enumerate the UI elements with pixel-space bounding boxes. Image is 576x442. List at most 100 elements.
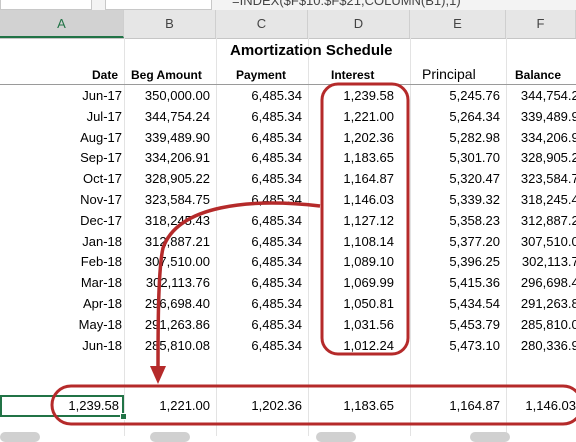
principal-cell[interactable]: 5,473.10 — [449, 337, 500, 353]
interest-cell[interactable]: 1,050.81 — [343, 296, 394, 311]
payment-cell[interactable]: 6,485.34 — [251, 316, 302, 332]
balance-cell[interactable]: 339,489.90 — [520, 108, 576, 124]
payment-cell[interactable]: 6,485.34 — [251, 233, 302, 249]
function-buttons[interactable] — [105, 0, 212, 10]
beg-amount-cell[interactable]: 328,905.22 — [144, 171, 210, 187]
interest-cell[interactable]: 1,183.65 — [343, 150, 394, 166]
interest-cell[interactable]: 1,069.99 — [343, 275, 394, 291]
principal-cell[interactable]: 5,282.98 — [449, 129, 500, 145]
sheet-tab[interactable] — [0, 432, 40, 442]
payment-cell[interactable]: 6,485.34 — [251, 212, 302, 228]
result-cell[interactable]: 1,221.00 — [159, 398, 210, 413]
formula-input[interactable]: =INDEX($F$10:$F$21,COLUMN(B1),1) — [232, 0, 461, 8]
principal-cell[interactable]: 5,245.76 — [449, 88, 500, 103]
payment-cell[interactable]: 6,485.34 — [251, 129, 302, 145]
beg-amount-cell[interactable]: 318,245.43 — [144, 212, 210, 228]
principal-cell[interactable]: 5,453.79 — [449, 316, 500, 332]
column-header-b[interactable]: B — [124, 10, 216, 38]
principal-cell[interactable]: 5,339.32 — [449, 192, 500, 207]
beg-amount-cell[interactable]: 296,698.40 — [144, 296, 210, 311]
balance-cell[interactable]: 285,810.08 — [520, 316, 576, 332]
interest-cell[interactable]: 1,012.24 — [343, 337, 394, 353]
sheet-tab[interactable] — [470, 432, 510, 442]
beg-amount-cell[interactable]: 344,754.24 — [144, 108, 210, 124]
interest-cell[interactable]: 1,164.87 — [343, 171, 394, 187]
balance-cell[interactable]: 344,754.24 — [520, 88, 576, 103]
beg-amount-cell[interactable]: 339,489.90 — [144, 129, 210, 145]
payment-cell[interactable]: 6,485.34 — [251, 150, 302, 166]
beg-amount-cell[interactable]: 302,113.76 — [145, 275, 210, 291]
principal-cell[interactable]: 5,320.47 — [449, 171, 500, 187]
date-cell[interactable]: Sep-17 — [80, 150, 122, 166]
interest-cell[interactable]: 1,239.58 — [343, 88, 394, 103]
payment-cell[interactable]: 6,485.34 — [251, 171, 302, 187]
result-cell[interactable]: 1,146.03 — [525, 398, 576, 413]
column-header-f[interactable]: F — [506, 10, 576, 38]
interest-cell[interactable]: 1,108.14 — [343, 233, 394, 249]
date-cell[interactable]: Aug-17 — [80, 129, 122, 145]
result-cell[interactable]: 1,164.87 — [449, 398, 500, 413]
date-cell[interactable]: Feb-18 — [80, 254, 122, 270]
payment-cell[interactable]: 6,485.34 — [251, 275, 302, 291]
column-header-d[interactable]: D — [308, 10, 410, 38]
date-cell[interactable]: Nov-17 — [80, 192, 122, 207]
date-cell[interactable]: Jun-17 — [82, 88, 122, 103]
balance-cell[interactable]: 334,206.91 — [520, 129, 576, 145]
date-cell[interactable]: Jun-18 — [82, 337, 122, 353]
balance-cell[interactable]: 318,245.43 — [520, 192, 576, 207]
principal-cell[interactable]: 5,301.70 — [449, 150, 500, 166]
balance-cell[interactable]: 307,510.00 — [520, 233, 576, 249]
principal-cell[interactable]: 5,377.20 — [449, 233, 500, 249]
payment-cell[interactable]: 6,485.34 — [251, 254, 302, 270]
principal-cell[interactable]: 5,264.34 — [449, 108, 500, 124]
interest-cell[interactable]: 1,089.10 — [343, 254, 394, 270]
beg-amount-cell[interactable]: 307,510.00 — [144, 254, 210, 270]
sheet-tab[interactable] — [150, 432, 190, 442]
beg-amount-cell[interactable]: 285,810.08 — [144, 337, 210, 353]
beg-amount-cell[interactable]: 323,584.75 — [144, 192, 210, 207]
worksheet-grid[interactable]: Amortization Schedule Date Beg Amount Pa… — [0, 38, 576, 436]
date-cell[interactable]: Jan-18 — [82, 233, 122, 249]
principal-cell[interactable]: 5,415.36 — [449, 275, 500, 291]
interest-cell[interactable]: 1,031.56 — [343, 316, 394, 332]
result-cell[interactable]: 1,202.36 — [251, 398, 302, 413]
formula-bar: =INDEX($F$10:$F$21,COLUMN(B1),1) — [0, 0, 576, 10]
date-cell[interactable]: Dec-17 — [80, 212, 122, 228]
beg-amount-cell[interactable]: 291,263.86 — [144, 316, 210, 332]
balance-cell[interactable]: 296,698.40 — [520, 275, 576, 291]
date-cell[interactable]: Mar-18 — [80, 275, 122, 291]
payment-cell[interactable]: 6,485.34 — [251, 88, 302, 103]
interest-cell[interactable]: 1,221.00 — [343, 108, 394, 124]
date-cell[interactable]: Apr-18 — [82, 296, 122, 311]
principal-cell[interactable]: 5,434.54 — [449, 296, 500, 311]
payment-cell[interactable]: 6,485.34 — [251, 108, 302, 124]
balance-cell[interactable]: 280,336.98 — [520, 337, 576, 353]
name-box[interactable] — [0, 0, 92, 10]
payment-cell[interactable]: 6,485.34 — [251, 192, 302, 207]
balance-cell[interactable]: 312,887.21 — [520, 212, 576, 228]
date-cell[interactable]: May-18 — [78, 316, 122, 332]
balance-cell[interactable]: 291,263.86 — [520, 296, 576, 311]
date-cell[interactable]: Jul-17 — [86, 108, 122, 124]
date-cell[interactable]: Oct-17 — [82, 171, 122, 187]
beg-amount-cell[interactable]: 334,206.91 — [144, 150, 210, 166]
result-cell[interactable]: 1,183.65 — [343, 398, 394, 413]
sheet-tab[interactable] — [316, 432, 356, 442]
interest-cell[interactable]: 1,127.12 — [343, 212, 394, 228]
beg-amount-cell[interactable]: 312,887.21 — [144, 233, 210, 249]
column-header-a[interactable]: A — [0, 10, 124, 38]
payment-cell[interactable]: 6,485.34 — [251, 296, 302, 311]
column-header-c[interactable]: C — [216, 10, 308, 38]
column-header-e[interactable]: E — [410, 10, 506, 38]
balance-cell[interactable]: 302,113.76 — [521, 254, 576, 270]
balance-cell[interactable]: 328,905.22 — [520, 150, 576, 166]
interest-cell[interactable]: 1,202.36 — [343, 129, 394, 145]
fill-handle[interactable] — [120, 413, 127, 420]
beg-amount-cell[interactable]: 350,000.00 — [144, 88, 210, 103]
principal-cell[interactable]: 5,396.25 — [449, 254, 500, 270]
active-cell-border[interactable] — [0, 395, 124, 417]
balance-cell[interactable]: 323,584.75 — [520, 171, 576, 187]
principal-cell[interactable]: 5,358.23 — [449, 212, 500, 228]
interest-cell[interactable]: 1,146.03 — [343, 192, 394, 207]
payment-cell[interactable]: 6,485.34 — [251, 337, 302, 353]
